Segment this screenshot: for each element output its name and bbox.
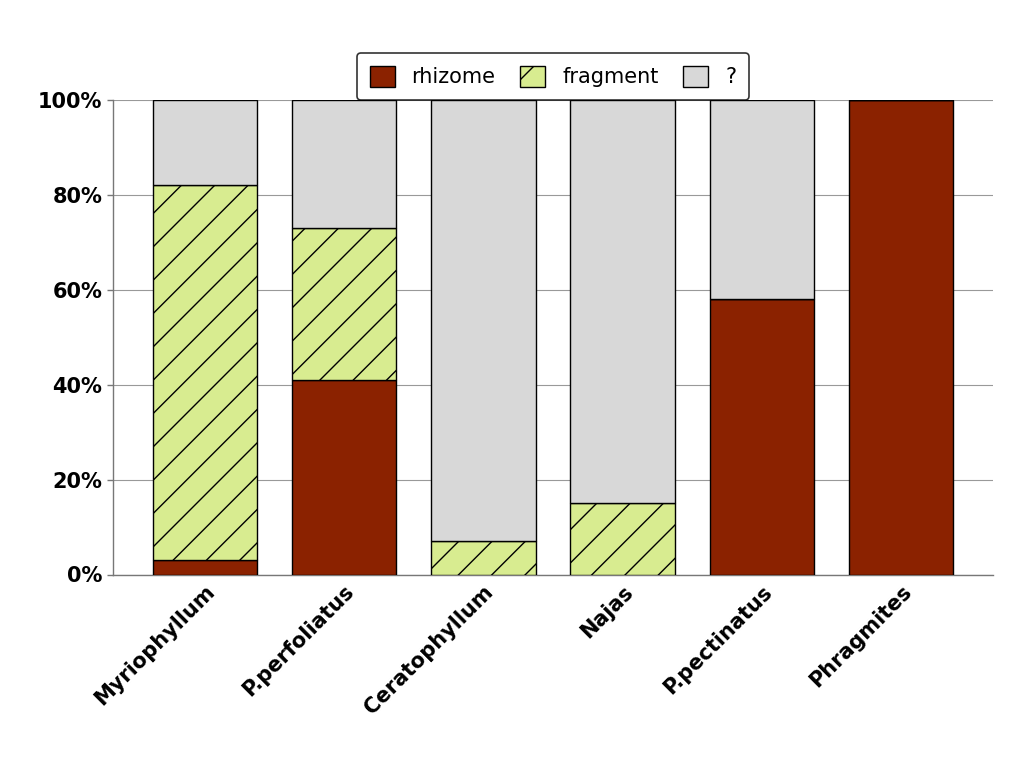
Bar: [153, 100, 257, 185]
Bar: [292, 100, 396, 228]
Bar: [849, 100, 953, 574]
Bar: [710, 100, 814, 299]
Bar: [431, 542, 536, 574]
Bar: [292, 380, 396, 574]
Bar: [153, 185, 257, 560]
Bar: [292, 228, 396, 380]
Bar: [153, 560, 257, 574]
Bar: [570, 100, 675, 503]
Legend: rhizome, fragment, ?: rhizome, fragment, ?: [357, 53, 749, 100]
Bar: [710, 299, 814, 574]
Bar: [570, 503, 675, 574]
Bar: [431, 100, 536, 542]
